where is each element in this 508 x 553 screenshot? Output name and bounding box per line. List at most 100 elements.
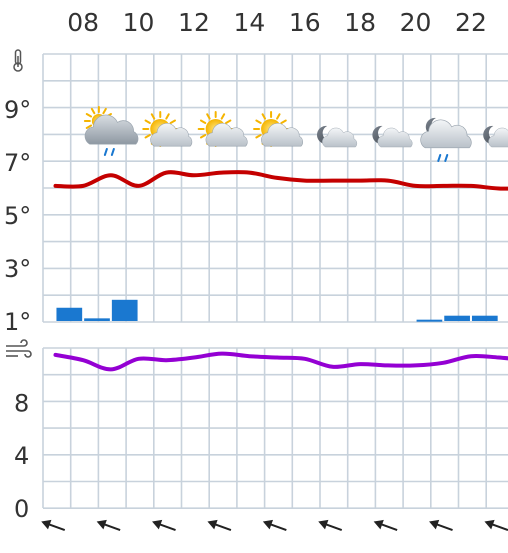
wind-arrow-head bbox=[429, 519, 440, 530]
temperature-tick-label: 5° bbox=[4, 202, 31, 230]
wind-arrow-icon bbox=[262, 519, 287, 532]
wind-arrow-icon bbox=[484, 519, 508, 532]
hour-label: 10 bbox=[123, 8, 155, 37]
wind-arrow-icon bbox=[373, 519, 398, 532]
hour-label: 18 bbox=[344, 8, 376, 37]
moon-cloud-icon bbox=[483, 125, 508, 148]
wind-arrow-head bbox=[262, 519, 274, 530]
cloud-shape bbox=[150, 123, 193, 147]
wind-arrow-head bbox=[207, 519, 218, 530]
sun-ray bbox=[102, 107, 107, 115]
wind-icon bbox=[6, 339, 32, 358]
sun-ray bbox=[199, 134, 207, 139]
wind-arrows bbox=[41, 519, 508, 532]
cloud-body bbox=[205, 123, 248, 147]
rain-drops bbox=[437, 154, 449, 162]
sun-ray bbox=[261, 113, 267, 120]
rain-drop bbox=[110, 148, 115, 156]
axis-labels: 9° 7° 5° 3° 1° 8 4 0 bbox=[4, 49, 32, 523]
sun-ray bbox=[90, 107, 96, 115]
weather-icons bbox=[83, 106, 508, 162]
precipitation-bar bbox=[471, 315, 498, 321]
thermometer-icon bbox=[13, 49, 23, 72]
wind-arrow-icon bbox=[152, 519, 176, 532]
wind-arrow-head bbox=[152, 519, 163, 530]
sun-ray bbox=[85, 124, 93, 129]
hour-label: 08 bbox=[67, 8, 99, 37]
sun-ray bbox=[150, 113, 156, 120]
hour-label: 14 bbox=[233, 8, 265, 37]
wind-arrow-head bbox=[318, 519, 329, 530]
sun-ray bbox=[255, 119, 262, 124]
wind-tick-label: 8 bbox=[14, 389, 29, 417]
cloud-shape bbox=[261, 123, 303, 147]
wind-arrow-head bbox=[96, 519, 107, 530]
hour-labels: 08101214161820220 bbox=[67, 8, 487, 37]
hour-label: 12 bbox=[178, 8, 210, 37]
cloud-shape bbox=[322, 127, 358, 148]
cloud-shape bbox=[420, 119, 472, 149]
moon-cloud-icon bbox=[372, 125, 413, 148]
precipitation-bar bbox=[84, 318, 110, 321]
partly-sunny-icon bbox=[253, 111, 303, 147]
cloud-body bbox=[488, 127, 508, 148]
rain-drop bbox=[437, 154, 442, 162]
sun-ray bbox=[206, 113, 211, 120]
precipitation-bar bbox=[416, 319, 443, 322]
wind-arrow-head bbox=[41, 519, 52, 530]
rain-drop bbox=[444, 154, 449, 162]
sun-ray bbox=[165, 113, 170, 120]
moon-shape bbox=[372, 125, 389, 144]
sun-ray bbox=[225, 119, 232, 124]
precipitation-bar bbox=[444, 315, 470, 321]
sun-cloud-rain-icon bbox=[83, 106, 139, 156]
sun-ray bbox=[276, 113, 281, 120]
temperature-tick-label: 1° bbox=[4, 308, 31, 336]
wind-arrow-icon bbox=[207, 519, 232, 532]
series-lines bbox=[53, 170, 508, 372]
moon-crescent bbox=[483, 125, 500, 144]
cloud-shape bbox=[488, 127, 508, 148]
wind-stroke bbox=[6, 350, 32, 358]
sun-ray bbox=[144, 134, 151, 139]
wind-arrow-icon bbox=[96, 519, 121, 532]
partly-sunny-icon bbox=[142, 111, 193, 147]
wind-tick-label: 0 bbox=[14, 495, 29, 523]
hour-label: 22 bbox=[455, 8, 487, 37]
temperature-tick-label: 7° bbox=[4, 149, 31, 177]
moon-shape bbox=[483, 125, 500, 144]
hour-label: 20 bbox=[400, 8, 432, 37]
wind-arrow-icon bbox=[41, 519, 66, 532]
hour-label: 16 bbox=[289, 8, 321, 37]
moon-cloud-icon bbox=[316, 125, 358, 148]
wind-stroke bbox=[6, 339, 28, 347]
moon-cloud-rain-icon bbox=[420, 117, 472, 162]
moon-shape bbox=[316, 125, 334, 144]
cloud-body bbox=[261, 123, 303, 147]
cloud-shape bbox=[205, 123, 248, 147]
sun-ray bbox=[169, 119, 176, 124]
cloud-body bbox=[150, 123, 193, 147]
cloud-body bbox=[420, 119, 472, 149]
wind-arrow-head bbox=[373, 519, 384, 530]
sun-ray bbox=[144, 119, 151, 124]
sun-ray bbox=[220, 113, 226, 120]
rain-drop bbox=[103, 148, 108, 156]
rain-drops bbox=[103, 148, 115, 156]
wind-arrow-icon bbox=[318, 519, 343, 532]
wind-arrow-icon bbox=[429, 519, 453, 532]
cloud-shape bbox=[84, 114, 139, 145]
temperature-line bbox=[53, 170, 508, 191]
precipitation-bar bbox=[56, 307, 83, 321]
sun-ray bbox=[85, 113, 93, 118]
cloud-body bbox=[322, 127, 358, 148]
wind-line bbox=[53, 351, 508, 372]
cloud-body bbox=[84, 114, 139, 145]
wind-tick-label: 4 bbox=[14, 442, 29, 470]
partly-sunny-icon bbox=[197, 111, 248, 147]
cloud-body bbox=[377, 127, 413, 148]
moon-crescent bbox=[372, 125, 389, 144]
precipitation-bars bbox=[56, 299, 498, 322]
precipitation-bar bbox=[111, 299, 138, 321]
